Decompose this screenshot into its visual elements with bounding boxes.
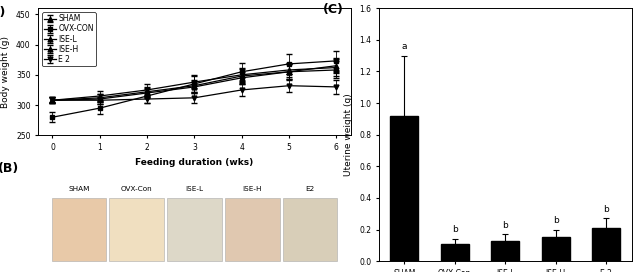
X-axis label: Feeding duration (wks): Feeding duration (wks) bbox=[135, 157, 253, 166]
Text: (A): (A) bbox=[0, 6, 6, 18]
Text: (C): (C) bbox=[323, 3, 344, 16]
Text: a: a bbox=[401, 42, 407, 51]
Bar bbox=[592, 228, 620, 261]
Text: ISE-H: ISE-H bbox=[242, 186, 262, 192]
FancyBboxPatch shape bbox=[225, 198, 279, 261]
Legend: SHAM, OVX-CON, ISE-L, ISE-H, E 2: SHAM, OVX-CON, ISE-L, ISE-H, E 2 bbox=[42, 12, 96, 66]
Text: b: b bbox=[502, 221, 508, 230]
Text: OVX-Con: OVX-Con bbox=[121, 186, 152, 192]
FancyBboxPatch shape bbox=[52, 198, 106, 261]
FancyBboxPatch shape bbox=[167, 198, 222, 261]
Text: E2: E2 bbox=[306, 186, 315, 192]
Text: SHAM: SHAM bbox=[68, 186, 89, 192]
FancyBboxPatch shape bbox=[283, 198, 338, 261]
Y-axis label: Uterine weight (g): Uterine weight (g) bbox=[345, 93, 353, 176]
FancyBboxPatch shape bbox=[109, 198, 164, 261]
Text: b: b bbox=[553, 216, 559, 225]
Text: b: b bbox=[604, 205, 609, 214]
Bar bbox=[542, 237, 570, 261]
Text: (B): (B) bbox=[0, 162, 19, 175]
Text: ISE-L: ISE-L bbox=[186, 186, 204, 192]
Bar bbox=[390, 116, 418, 261]
Text: b: b bbox=[452, 225, 457, 234]
Y-axis label: Body weight (g): Body weight (g) bbox=[1, 36, 10, 108]
Bar bbox=[441, 244, 468, 261]
Bar bbox=[491, 240, 519, 261]
